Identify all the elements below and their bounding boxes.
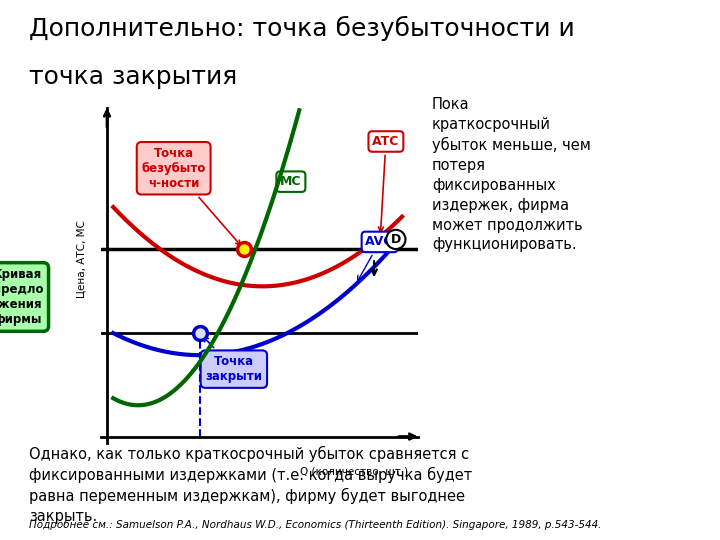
Text: D: D xyxy=(391,233,401,246)
Text: МС: МС xyxy=(280,175,302,188)
Text: Точка
закрыти: Точка закрыти xyxy=(203,336,262,383)
Text: точка закрытия: точка закрытия xyxy=(29,65,237,89)
Text: Точка
безубыто
ч-ности: Точка безубыто ч-ности xyxy=(141,147,240,245)
Text: Однако, как только краткосрочный убыток сравняется с
фиксированными издержками (: Однако, как только краткосрочный убыток … xyxy=(29,446,472,524)
Text: Дополнительно: точка безубыточности и: Дополнительно: точка безубыточности и xyxy=(29,16,575,42)
Text: АVC: АVC xyxy=(358,235,394,281)
Text: Q (количество, шт.): Q (количество, шт.) xyxy=(300,466,408,476)
Text: Цена, АТС, МС: Цена, АТС, МС xyxy=(77,220,87,298)
Text: Подробнее см.: Samuelson P.A., Nordhaus W.D., Economics (Thirteenth Edition). Si: Подробнее см.: Samuelson P.A., Nordhaus … xyxy=(29,520,601,530)
Text: Кривая
предло
-жения
фирмы: Кривая предло -жения фирмы xyxy=(0,268,43,326)
Text: АТС: АТС xyxy=(372,135,400,232)
Text: Пока
краткосрочный
убыток меньше, чем
потеря
фиксированных
издержек, фирма
может: Пока краткосрочный убыток меньше, чем по… xyxy=(432,97,591,252)
